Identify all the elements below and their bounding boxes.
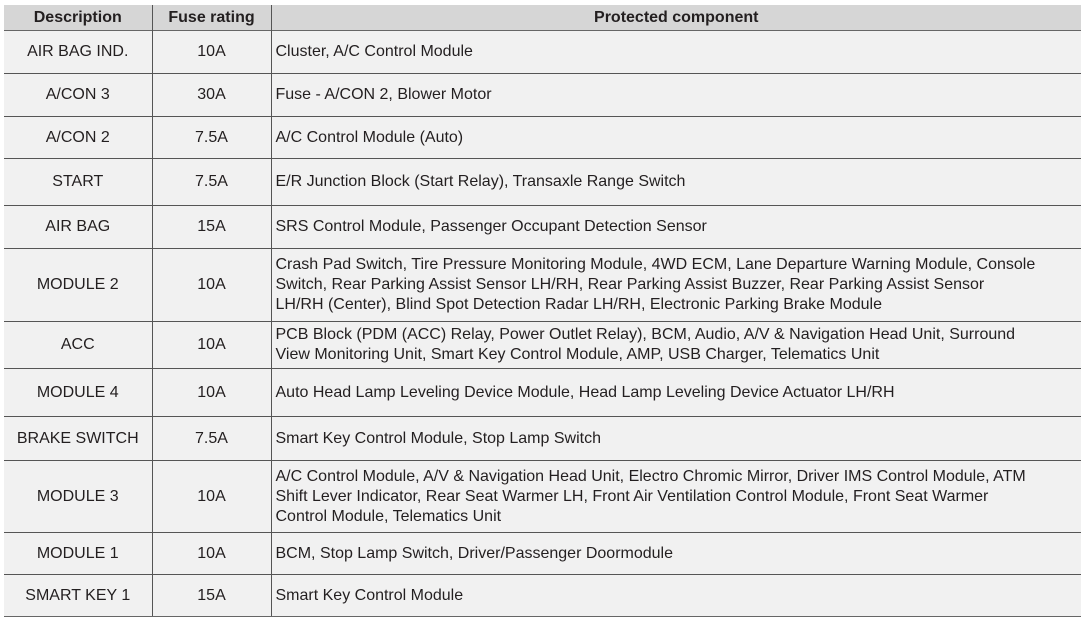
table-row: MODULE 1 10A BCM, Stop Lamp Switch, Driver… <box>4 532 1081 575</box>
protected-component: E/R Junction Block (Start Relay), Transa… <box>270 158 1081 206</box>
protected-component: SRS Control Module, Passenger Occupant D… <box>270 205 1081 249</box>
protected-component: Crash Pad Switch, Tire Pressure Monitori… <box>270 248 1081 322</box>
component-line: Crash Pad Switch, Tire Pressure Monitori… <box>275 256 1036 273</box>
component-line: Fuse - A/CON 2, Blower Motor <box>275 86 492 103</box>
table-row: MODULE 2 10A Crash Pad Switch, Tire Pressu… <box>4 248 1081 322</box>
table-row: START 7.5A E/R Junction Block (Start Relay… <box>4 158 1081 206</box>
component-line: BCM, Stop Lamp Switch, Driver/Passenger … <box>275 544 674 562</box>
fuse-table: Description Fuse rating Protected compon… <box>4 5 1081 617</box>
fuse-description: MODULE 1 <box>4 532 153 575</box>
component-line: SRS Control Module, Passenger Occupant D… <box>275 218 707 235</box>
fuse-description: MODULE 4 <box>4 368 153 417</box>
component-line: A/C Control Module, A/V & Navigation Hea… <box>275 467 1026 485</box>
fuse-rating: 10A <box>151 368 272 417</box>
table-row: MODULE 3 10A A/C Control Module, A/V & Nav… <box>4 460 1081 533</box>
fuse-description: A/CON 3 <box>4 73 153 117</box>
fuse-description: BRAKE SWITCH <box>4 416 153 461</box>
fuse-rating: 10A <box>151 321 272 369</box>
component-line: Auto Head Lamp Leveling Device Module, H… <box>275 383 895 401</box>
header-description: Description <box>4 5 153 31</box>
header-row: Description Fuse rating Protected compon… <box>4 5 1081 31</box>
fuse-description: AIR BAG IND. <box>4 30 153 74</box>
protected-component: Auto Head Lamp Leveling Device Module, H… <box>270 368 1081 417</box>
component-line: Cluster, A/C Control Module <box>275 43 473 60</box>
table-row: MODULE 4 10A Auto Head Lamp Leveling Devic… <box>4 368 1081 417</box>
protected-component: A/C Control Module (Auto) <box>270 116 1081 159</box>
protected-component: Fuse - A/CON 2, Blower Motor <box>270 73 1081 117</box>
fuse-rating: 7.5A <box>151 416 272 461</box>
fuse-rating: 15A <box>151 574 272 617</box>
component-line: A/C Control Module (Auto) <box>275 128 464 146</box>
protected-component: A/C Control Module, A/V & Navigation Hea… <box>270 460 1081 533</box>
component-line: Smart Key Control Module, Stop Lamp Swit… <box>275 429 601 447</box>
fuse-rating: 10A <box>151 248 272 322</box>
table-row: AIR BAG 15A SRS Control Module, Passenger … <box>4 205 1081 249</box>
component-line: E/R Junction Block (Start Relay), Transa… <box>275 173 686 190</box>
fuse-rating: 10A <box>151 532 272 575</box>
fuse-description: AIR BAG <box>4 205 153 249</box>
fuse-description: A/CON 2 <box>4 116 153 159</box>
component-line: Shift Lever Indicator, Rear Seat Warmer … <box>275 487 989 505</box>
protected-component: Smart Key Control Module, Stop Lamp Swit… <box>270 416 1081 461</box>
fuse-rating: 7.5A <box>151 158 272 206</box>
table-row: SMART KEY 1 15A Smart Key Control Module <box>4 574 1081 617</box>
fuse-description: ACC <box>4 321 153 369</box>
component-line: PCB Block (PDM (ACC) Relay, Power Outlet… <box>275 326 1016 343</box>
fuse-description: SMART KEY 1 <box>4 574 153 617</box>
header-fuse-rating: Fuse rating <box>151 5 272 31</box>
table-row: BRAKE SWITCH 7.5A Smart Key Control Module… <box>4 416 1081 461</box>
protected-component: Smart Key Control Module <box>270 574 1081 617</box>
fuse-rating: 15A <box>151 205 272 249</box>
fuse-description: START <box>4 158 153 206</box>
protected-component: PCB Block (PDM (ACC) Relay, Power Outlet… <box>270 321 1081 369</box>
component-line: View Monitoring Unit, Smart Key Control … <box>275 346 880 363</box>
component-line: Control Module, Telematics Unit <box>275 507 502 525</box>
fuse-description: MODULE 3 <box>4 460 153 533</box>
fuse-rating: 10A <box>151 460 272 533</box>
component-line: LH/RH (Center), Blind Spot Detection Rad… <box>275 296 882 313</box>
table-row: A/CON 2 7.5A A/C Control Module (Auto) <box>4 116 1081 159</box>
header-protected-component: Protected component <box>270 5 1081 31</box>
table-row: AIR BAG IND. 10A Cluster, A/C Control Modu… <box>4 30 1081 74</box>
fuse-rating: 30A <box>151 73 272 117</box>
table-row: A/CON 3 30A Fuse - A/CON 2, Blower Motor <box>4 73 1081 117</box>
fuse-description: MODULE 2 <box>4 248 153 322</box>
fuse-rating: 10A <box>151 30 272 74</box>
table-row: ACC 10A PCB Block (PDM (ACC) Relay, Power … <box>4 321 1081 369</box>
protected-component: BCM, Stop Lamp Switch, Driver/Passenger … <box>270 532 1081 575</box>
component-line: Switch, Rear Parking Assist Sensor LH/RH… <box>275 276 985 293</box>
protected-component: Cluster, A/C Control Module <box>270 30 1081 74</box>
fuse-rating: 7.5A <box>151 116 272 159</box>
component-line: Smart Key Control Module <box>275 586 464 604</box>
